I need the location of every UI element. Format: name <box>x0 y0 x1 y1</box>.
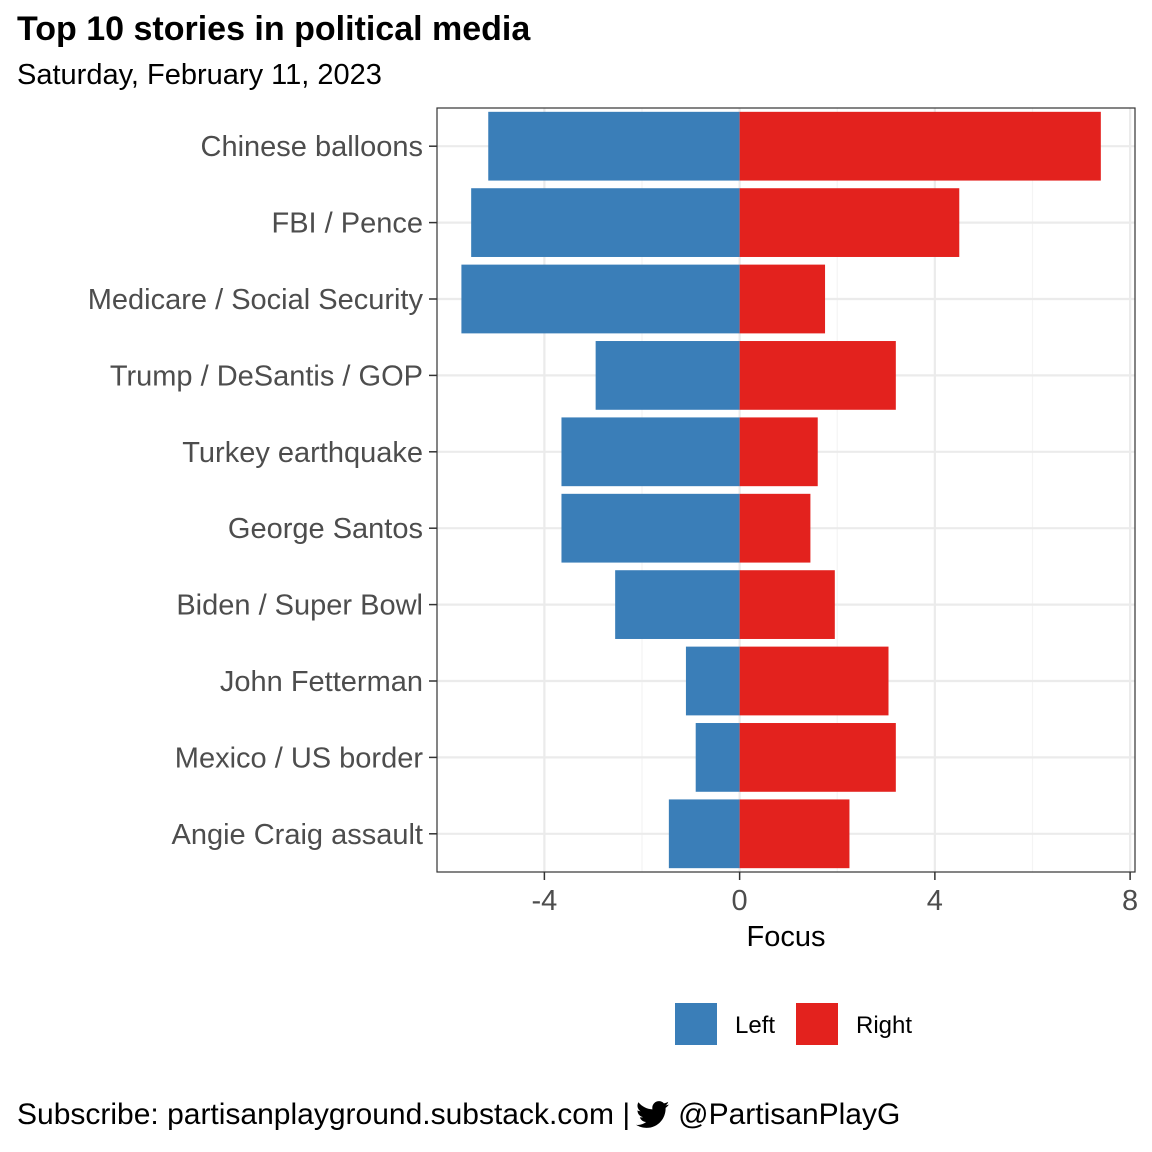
bar-right <box>739 799 850 869</box>
bar-left <box>561 417 740 487</box>
legend-label-left: Left <box>735 1012 775 1039</box>
x-axis-title: Focus <box>747 921 826 953</box>
y-axis: Chinese balloons FBI / Pence Medicare / So… <box>88 131 437 851</box>
x-tick-label: -4 <box>531 885 557 917</box>
x-axis: -4 0 4 8 <box>531 872 1138 917</box>
y-tick-label: Turkey earthquake <box>182 437 423 469</box>
chart-title: Top 10 stories in political media <box>17 10 531 48</box>
footer-separator: | <box>622 1098 631 1131</box>
twitter-bird-icon <box>636 1101 670 1128</box>
bar-right <box>739 188 960 257</box>
subscribe-link[interactable]: Subscribe: partisanplayground.substack.c… <box>17 1098 614 1131</box>
bar-left <box>595 341 740 410</box>
chart-subtitle: Saturday, February 11, 2023 <box>17 59 382 91</box>
chart: Chinese balloons FBI / Pence Medicare / So… <box>88 107 1138 1045</box>
y-tick-label: John Fetterman <box>220 666 423 698</box>
bar-left <box>668 799 740 869</box>
twitter-handle[interactable]: @PartisanPlayG <box>678 1098 901 1131</box>
bar-right <box>739 417 818 487</box>
bar-left <box>471 188 740 257</box>
y-tick-label: George Santos <box>228 513 423 545</box>
bar-left <box>561 493 740 563</box>
legend-key-right <box>796 1003 838 1045</box>
bar-left <box>695 723 740 792</box>
bar-right <box>739 570 835 639</box>
y-tick-label: FBI / Pence <box>271 208 423 240</box>
bar-left <box>461 264 740 334</box>
y-tick-label: Medicare / Social Security <box>88 284 424 316</box>
legend-key-left <box>675 1003 717 1045</box>
y-tick-label: Chinese balloons <box>201 131 423 163</box>
bar-left <box>488 111 740 181</box>
y-tick-label: Angie Craig assault <box>172 819 423 851</box>
footer: Subscribe: partisanplayground.substack.c… <box>17 1098 900 1132</box>
panel-border <box>436 107 1136 873</box>
x-tick-label: 4 <box>927 885 943 917</box>
bar-right <box>739 341 896 410</box>
bar-right <box>739 646 889 716</box>
legend-label-right: Right <box>856 1012 912 1039</box>
y-tick-label: Mexico / US border <box>175 742 424 774</box>
legend: Left Right <box>675 1003 912 1045</box>
bar-right <box>739 264 826 334</box>
x-tick-label: 0 <box>732 885 748 917</box>
bar-left <box>685 646 740 716</box>
bar-right <box>739 723 896 792</box>
bar-right <box>739 111 1101 181</box>
x-tick-label: 8 <box>1122 885 1138 917</box>
y-tick-label: Trump / DeSantis / GOP <box>110 360 423 392</box>
bar-right <box>739 493 811 563</box>
bars <box>461 111 1101 869</box>
y-tick-label: Biden / Super Bowl <box>176 590 423 622</box>
bar-left <box>615 570 740 639</box>
